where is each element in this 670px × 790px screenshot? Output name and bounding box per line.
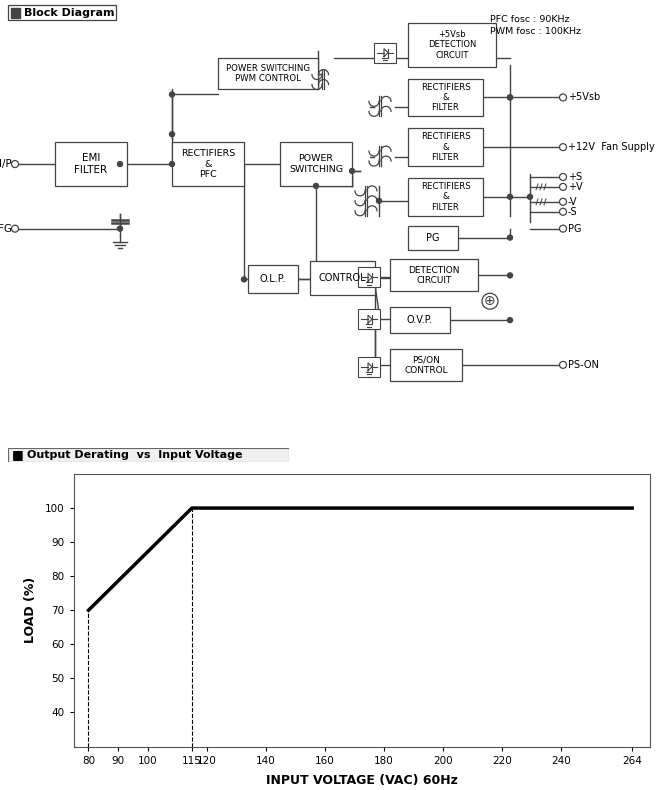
Bar bbox=[172, 142, 244, 186]
Text: O.V.P.: O.V.P. bbox=[407, 315, 433, 325]
Circle shape bbox=[377, 198, 381, 203]
Text: -S: -S bbox=[568, 207, 578, 216]
Text: RECTIFIERS
&
FILTER: RECTIFIERS & FILTER bbox=[421, 182, 470, 212]
Text: RECTIFIERS
&
FILTER: RECTIFIERS & FILTER bbox=[421, 82, 470, 112]
Circle shape bbox=[507, 194, 513, 199]
Text: DETECTION
CIRCUIT: DETECTION CIRCUIT bbox=[408, 265, 460, 285]
Y-axis label: LOAD (%): LOAD (%) bbox=[23, 577, 37, 643]
Bar bbox=[248, 265, 298, 293]
Text: RECTIFIERS
&
PFC: RECTIFIERS & PFC bbox=[181, 149, 235, 179]
Text: EMI
FILTER: EMI FILTER bbox=[74, 153, 108, 175]
Bar bbox=[390, 259, 478, 292]
Bar bbox=[280, 142, 352, 186]
Bar bbox=[310, 261, 375, 295]
Bar bbox=[8, 5, 116, 20]
Text: PWM fosc : 100KHz: PWM fosc : 100KHz bbox=[490, 28, 581, 36]
Text: PG: PG bbox=[568, 224, 582, 234]
Bar bbox=[374, 43, 396, 62]
Text: PFC fosc : 90KHz: PFC fosc : 90KHz bbox=[490, 15, 570, 24]
Text: Output Derating  vs  Input Voltage: Output Derating vs Input Voltage bbox=[27, 450, 243, 460]
Circle shape bbox=[507, 95, 513, 100]
X-axis label: INPUT VOLTAGE (VAC) 60Hz: INPUT VOLTAGE (VAC) 60Hz bbox=[266, 774, 458, 787]
Text: +12V  Fan Supply: +12V Fan Supply bbox=[568, 142, 655, 152]
Text: PS-ON: PS-ON bbox=[568, 360, 599, 370]
Circle shape bbox=[11, 160, 19, 167]
Circle shape bbox=[117, 161, 123, 167]
Bar bbox=[218, 58, 318, 89]
Circle shape bbox=[559, 209, 567, 215]
Bar bbox=[390, 349, 462, 381]
Circle shape bbox=[170, 92, 174, 97]
Circle shape bbox=[482, 293, 498, 309]
Bar bbox=[11, 8, 20, 18]
Bar bbox=[358, 268, 380, 288]
Circle shape bbox=[559, 94, 567, 101]
Circle shape bbox=[170, 132, 174, 137]
Text: POWER
SWITCHING: POWER SWITCHING bbox=[289, 154, 343, 174]
Bar bbox=[408, 178, 483, 216]
Text: +V: +V bbox=[568, 182, 583, 192]
Circle shape bbox=[241, 276, 247, 282]
Text: +S: +S bbox=[568, 172, 582, 182]
Circle shape bbox=[314, 183, 318, 188]
Circle shape bbox=[559, 198, 567, 205]
Circle shape bbox=[507, 318, 513, 322]
Circle shape bbox=[559, 183, 567, 190]
Circle shape bbox=[559, 225, 567, 232]
Bar bbox=[390, 307, 450, 333]
Circle shape bbox=[507, 95, 513, 100]
Text: +5Vsb
DETECTION
CIRCUIT: +5Vsb DETECTION CIRCUIT bbox=[428, 30, 476, 59]
Text: Block Diagram: Block Diagram bbox=[24, 8, 115, 18]
Bar bbox=[55, 142, 127, 186]
Circle shape bbox=[559, 144, 567, 151]
Text: PS/ON
CONTROL: PS/ON CONTROL bbox=[404, 356, 448, 374]
Text: PG: PG bbox=[426, 232, 440, 243]
Text: -V: -V bbox=[568, 197, 578, 207]
Text: O.L.P.: O.L.P. bbox=[260, 274, 286, 284]
Bar bbox=[408, 128, 483, 166]
Text: FG: FG bbox=[0, 224, 12, 234]
Bar bbox=[408, 226, 458, 250]
Circle shape bbox=[559, 174, 567, 180]
Circle shape bbox=[117, 226, 123, 231]
Text: POWER SWITCHING
PWM CONTROL: POWER SWITCHING PWM CONTROL bbox=[226, 64, 310, 83]
Text: I/P: I/P bbox=[0, 159, 12, 169]
Bar bbox=[408, 23, 496, 66]
Text: ⊕: ⊕ bbox=[484, 294, 496, 308]
Circle shape bbox=[170, 161, 174, 167]
Bar bbox=[358, 309, 380, 329]
Bar bbox=[408, 78, 483, 116]
Text: +5Vsb: +5Vsb bbox=[568, 92, 600, 103]
Circle shape bbox=[507, 273, 513, 278]
Text: ■: ■ bbox=[12, 449, 24, 461]
Bar bbox=[358, 357, 380, 377]
Text: RECTIFIERS
&
FILTER: RECTIFIERS & FILTER bbox=[421, 132, 470, 162]
Circle shape bbox=[527, 194, 533, 199]
Circle shape bbox=[559, 361, 567, 368]
Circle shape bbox=[350, 168, 354, 174]
Text: CONTROL: CONTROL bbox=[319, 273, 366, 284]
Circle shape bbox=[11, 225, 19, 232]
Circle shape bbox=[507, 235, 513, 240]
